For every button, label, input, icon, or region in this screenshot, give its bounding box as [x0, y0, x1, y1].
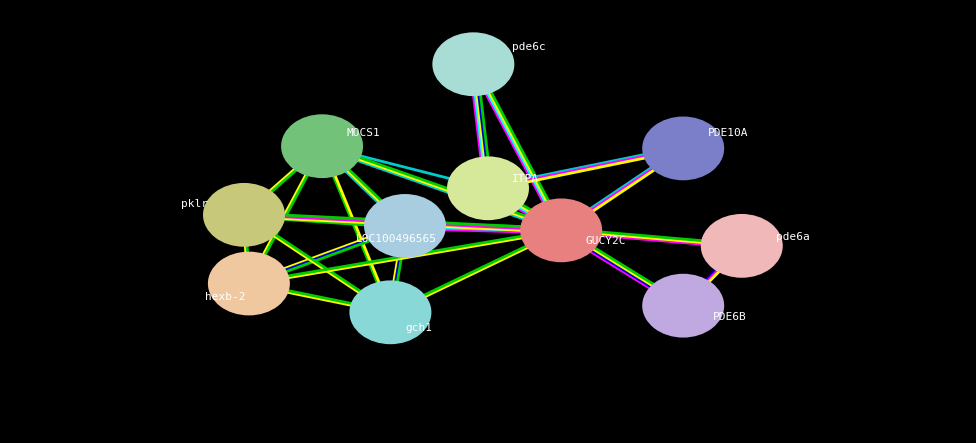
- Ellipse shape: [364, 194, 446, 258]
- Ellipse shape: [701, 214, 783, 278]
- Text: ITPA: ITPA: [512, 175, 540, 184]
- Ellipse shape: [281, 114, 363, 178]
- Text: pklr: pklr: [181, 199, 208, 209]
- Text: PDE6B: PDE6B: [712, 312, 747, 322]
- Text: pde6a: pde6a: [776, 232, 810, 242]
- Ellipse shape: [349, 280, 431, 344]
- Text: hexb-2: hexb-2: [205, 292, 245, 302]
- Text: GUCY2C: GUCY2C: [586, 237, 626, 246]
- Text: PDE10A: PDE10A: [708, 128, 748, 138]
- Ellipse shape: [447, 156, 529, 220]
- Ellipse shape: [203, 183, 285, 247]
- Ellipse shape: [432, 32, 514, 96]
- Text: LOC100496565: LOC100496565: [356, 234, 437, 244]
- Text: pde6c: pde6c: [512, 42, 547, 51]
- Text: gch1: gch1: [405, 323, 432, 333]
- Ellipse shape: [520, 198, 602, 262]
- Text: MOCS1: MOCS1: [346, 128, 381, 138]
- Ellipse shape: [642, 117, 724, 180]
- Ellipse shape: [642, 274, 724, 338]
- Ellipse shape: [208, 252, 290, 315]
